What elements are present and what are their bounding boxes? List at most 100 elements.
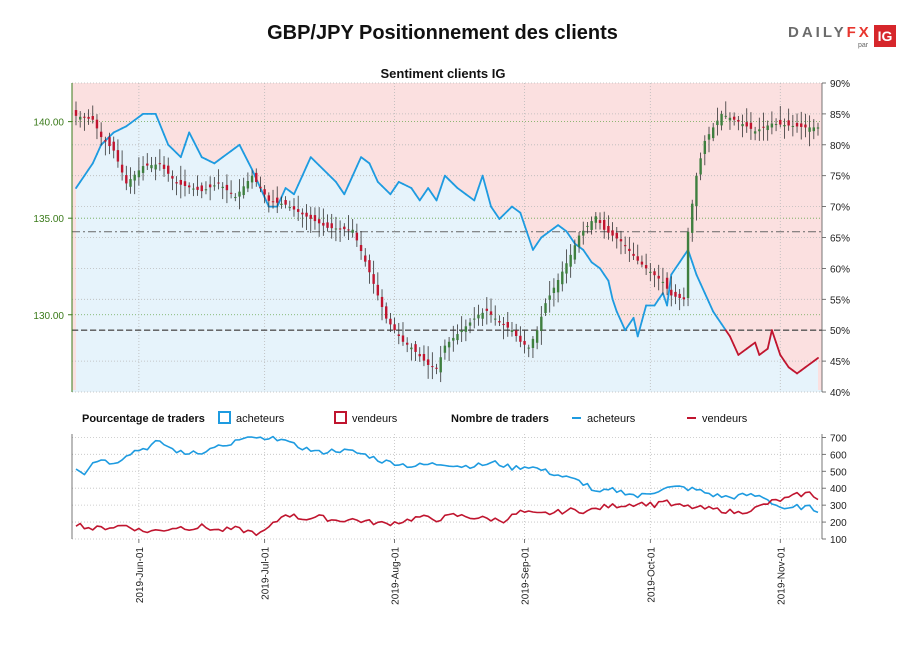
candle-body bbox=[162, 164, 166, 169]
candle-body bbox=[187, 185, 191, 188]
candle-body bbox=[334, 228, 338, 230]
candle-body bbox=[426, 359, 430, 365]
candle-body bbox=[699, 158, 702, 175]
sentiment-line-segment bbox=[712, 310, 719, 319]
price-tick-label: 130.00 bbox=[33, 311, 64, 322]
sentiment-line-segment bbox=[729, 335, 736, 347]
candle-body bbox=[531, 338, 535, 348]
candle-body bbox=[263, 189, 266, 195]
candle-body bbox=[783, 125, 786, 127]
dailyfx-logo: DAILYFX par IG bbox=[788, 22, 898, 50]
sentiment-line-segment bbox=[448, 178, 455, 185]
candle-body bbox=[452, 337, 455, 341]
candle-body bbox=[447, 341, 451, 348]
candle-body bbox=[250, 175, 254, 183]
candle-body bbox=[703, 140, 707, 154]
sentiment-line-segment bbox=[91, 153, 98, 165]
candle-body bbox=[175, 182, 178, 184]
candle-body bbox=[225, 184, 229, 191]
sentiment-line-segment bbox=[565, 230, 572, 239]
sentiment-line-segment bbox=[96, 143, 103, 155]
top-panel-title: Sentiment clients IG bbox=[381, 66, 506, 81]
sentiment-line-segment bbox=[171, 148, 178, 154]
candle-body bbox=[728, 117, 732, 121]
candle-body bbox=[770, 123, 774, 128]
candle-body bbox=[380, 296, 384, 308]
candle-body bbox=[481, 312, 484, 319]
candle-body bbox=[607, 226, 610, 233]
sentiment-line-segment bbox=[624, 323, 631, 332]
sentiment-line-segment bbox=[372, 171, 379, 183]
sentiment-line-segment bbox=[770, 329, 777, 344]
percent-tick-label: 60% bbox=[830, 264, 850, 275]
candle-body bbox=[108, 137, 111, 147]
candle-body bbox=[78, 116, 82, 120]
sentiment-line-segment bbox=[154, 113, 161, 126]
sentiment-line-segment bbox=[636, 320, 643, 338]
candle-body bbox=[116, 150, 120, 162]
candle-body bbox=[234, 196, 237, 199]
date-tick-label: 2019-Nov-01 bbox=[776, 547, 787, 605]
sentiment-line-segment bbox=[716, 316, 723, 325]
sentiment-line-segment bbox=[318, 164, 325, 171]
sentiment-line-segment bbox=[335, 180, 342, 189]
candle-body bbox=[137, 170, 141, 178]
candle-body bbox=[74, 110, 78, 116]
sentiment-line-segment bbox=[351, 165, 358, 177]
sentiment-line-segment bbox=[733, 344, 740, 356]
candle-body bbox=[552, 287, 556, 294]
sentiment-line-segment bbox=[385, 189, 392, 196]
candle-body bbox=[330, 223, 333, 229]
sentiment-line-segment bbox=[569, 236, 576, 245]
candle-body bbox=[741, 124, 744, 127]
sentiment-line-segment bbox=[238, 143, 245, 154]
legend-percentage-sellers-label: vendeurs bbox=[352, 413, 398, 425]
sentiment-line-segment bbox=[276, 196, 283, 208]
percent-tick-label: 85% bbox=[830, 110, 850, 121]
candle-body bbox=[418, 354, 421, 357]
candle-body bbox=[682, 297, 686, 300]
candle-body bbox=[590, 221, 593, 230]
sentiment-line-segment bbox=[196, 148, 203, 159]
sentiment-line-segment bbox=[427, 187, 434, 196]
candle-body bbox=[83, 116, 86, 118]
candle-body bbox=[204, 189, 208, 191]
sentiment-line-segment bbox=[389, 187, 396, 196]
sentiment-line-segment bbox=[691, 261, 698, 276]
sentiment-line-segment bbox=[661, 292, 668, 307]
ig-badge: IG bbox=[874, 25, 896, 47]
candle-body bbox=[603, 219, 606, 230]
sentiment-line-segment bbox=[179, 143, 186, 159]
candle-body bbox=[502, 323, 505, 326]
candle-body bbox=[351, 229, 354, 233]
sentiment-line-segment bbox=[812, 357, 819, 363]
candle-body bbox=[686, 231, 690, 299]
sentiment-line-segment bbox=[670, 267, 677, 276]
candle-body bbox=[485, 308, 489, 311]
count-tick-label: 600 bbox=[830, 450, 847, 461]
candle-body bbox=[422, 354, 426, 361]
candle-body bbox=[359, 245, 363, 252]
buyers-count-line bbox=[75, 435, 819, 514]
candle-body bbox=[586, 225, 589, 227]
date-tick-label: 2019-Jun-01 bbox=[135, 547, 146, 604]
sentiment-line-segment bbox=[322, 168, 329, 175]
candle-body bbox=[305, 212, 308, 217]
legend-percentage-sellers-swatch bbox=[334, 411, 347, 424]
candle-body bbox=[309, 214, 312, 219]
candle-body bbox=[657, 275, 660, 279]
sentiment-line-segment bbox=[783, 360, 790, 369]
percent-tick-label: 90% bbox=[830, 79, 850, 90]
candle-body bbox=[556, 279, 560, 293]
price-tick-label: 135.00 bbox=[33, 214, 64, 225]
candle-body bbox=[99, 131, 103, 138]
candle-body bbox=[192, 188, 195, 190]
candle-body bbox=[104, 140, 107, 142]
sentiment-line-segment bbox=[431, 193, 438, 202]
candle-body bbox=[665, 277, 669, 289]
candle-body bbox=[246, 181, 250, 189]
sentiment-line-segment bbox=[599, 267, 606, 276]
sentiment-line-segment bbox=[754, 341, 761, 356]
candle-body bbox=[615, 232, 618, 239]
sentiment-line-segment bbox=[435, 187, 442, 202]
